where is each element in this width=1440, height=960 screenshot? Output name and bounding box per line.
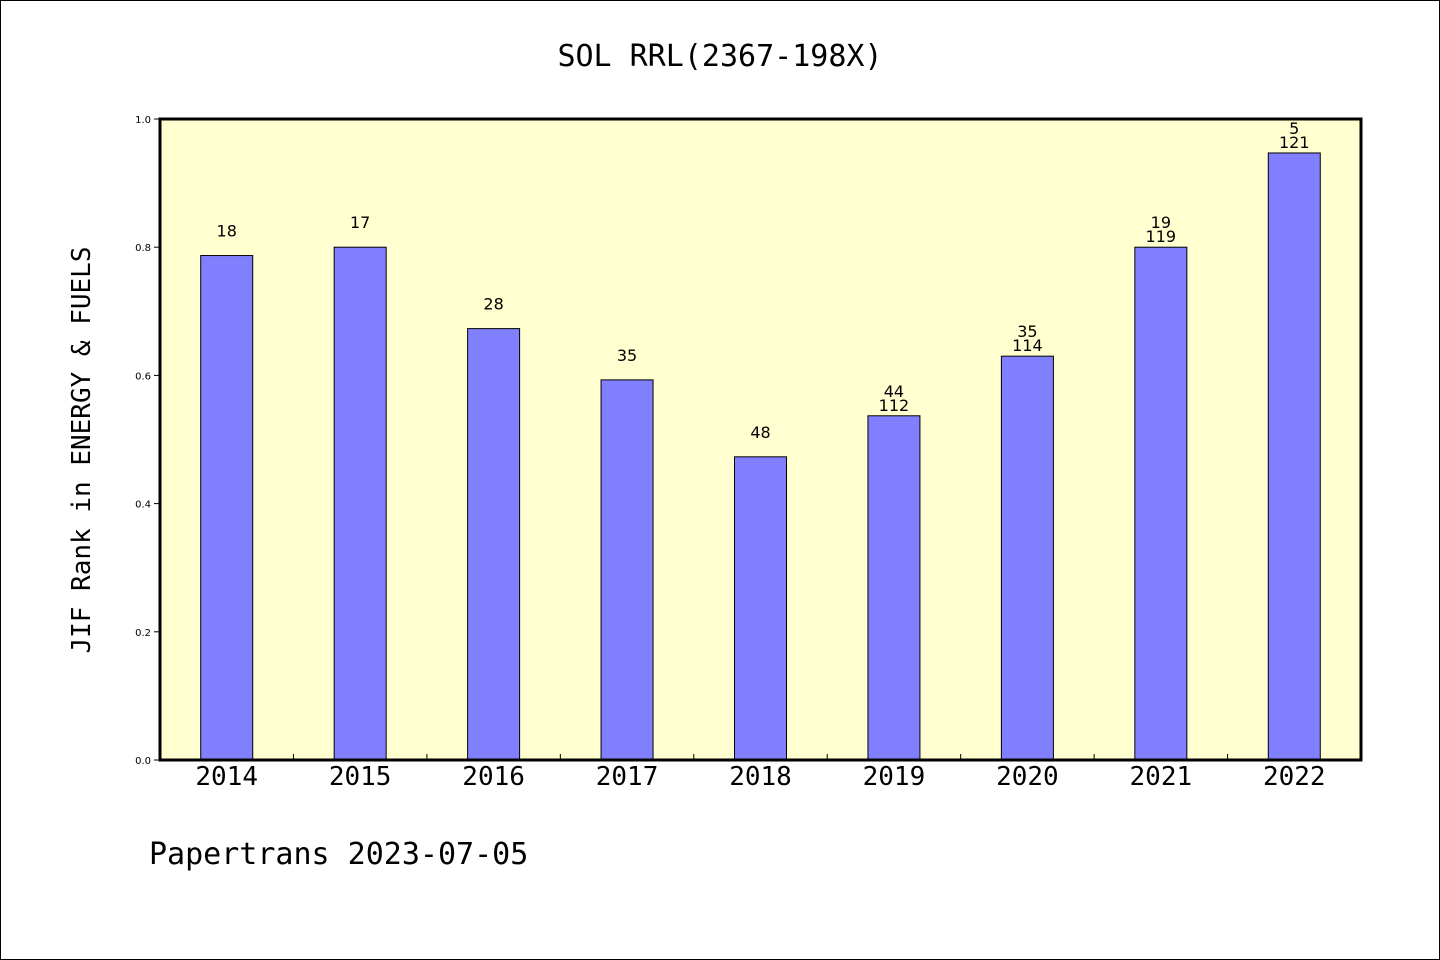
y-tick-label: 0.6 (135, 371, 151, 382)
y-tick-label: 1.0 (135, 115, 151, 126)
bar-label-rank: 35 (617, 346, 637, 365)
bar (467, 328, 521, 761)
x-tick-label: 2019 (863, 762, 926, 792)
plot-border (158, 117, 1363, 762)
y-axis: 0.0 0.2 0.4 0.6 0.8 1.0 (135, 115, 160, 767)
y-tick-label: 0.4 (135, 500, 151, 511)
y-tick-label: 0.8 (135, 243, 151, 254)
x-tick-label: 2018 (729, 762, 792, 792)
bar-label-rank: 35 (1017, 322, 1037, 341)
bar (200, 255, 254, 761)
bar (1267, 152, 1321, 761)
bar-label-rank: 28 (483, 295, 503, 314)
bar (333, 246, 387, 761)
bar-label-rank: 19 (1151, 213, 1171, 232)
bar (1000, 355, 1054, 761)
bar-label-rank: 5 (1289, 119, 1299, 138)
bar-label-rank: 48 (750, 423, 770, 442)
bar-label-total: 112 (879, 396, 910, 415)
bar-label-total: 114 (1012, 336, 1043, 355)
x-tick-label: 2022 (1263, 762, 1326, 792)
footer-label: Papertrans 2023-07-05 (149, 837, 528, 872)
bar-label-total: 119 (1146, 227, 1177, 246)
bar-label-rank: 17 (350, 213, 370, 232)
bar (1134, 246, 1188, 761)
x-tick-label: 2021 (1130, 762, 1193, 792)
x-tick-label: 2014 (195, 762, 258, 792)
bar-label-rank: 18 (217, 222, 237, 241)
bar (600, 379, 654, 761)
x-axis: 2014 2015 2016 2017 2018 2019 2020 2021 2022 (195, 754, 1326, 792)
x-tick-label: 2017 (596, 762, 659, 792)
bar-label-total: 121 (1279, 133, 1310, 152)
x-tick-label: 2020 (996, 762, 1059, 792)
x-tick-label: 2015 (329, 762, 392, 792)
bar (867, 415, 921, 761)
bar (734, 456, 787, 761)
bar-label-rank: 44 (884, 382, 904, 401)
y-tick-label: 0.2 (135, 628, 151, 639)
y-axis-label: JIF Rank in ENERGY & FUELS (67, 247, 97, 654)
y-tick-label: 0.0 (135, 756, 151, 767)
chart-title: SOL RRL(2367-198X) (557, 39, 882, 74)
x-tick-label: 2016 (462, 762, 525, 792)
